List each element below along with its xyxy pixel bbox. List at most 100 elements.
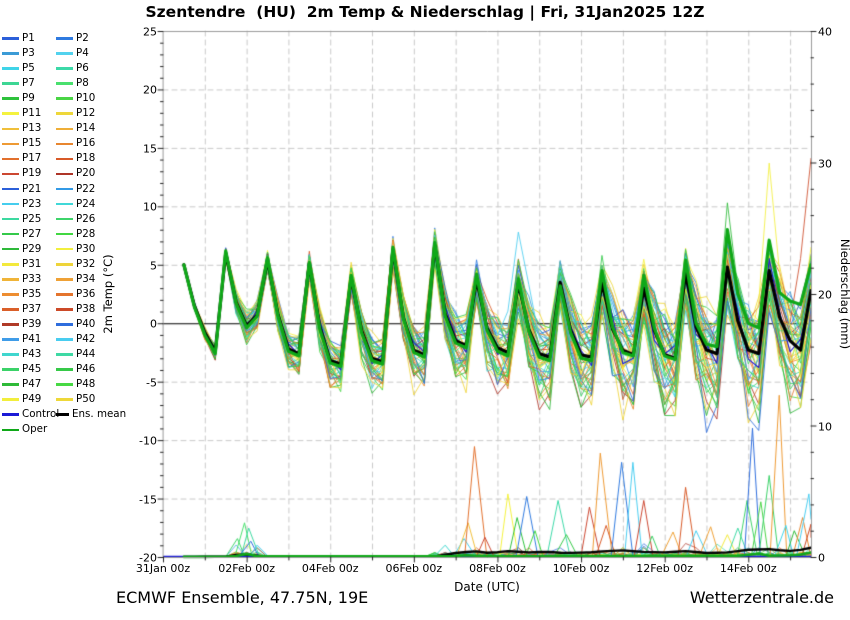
legend-swatch-icon: [2, 157, 19, 161]
legend-swatch-icon: [2, 142, 19, 146]
legend-item-p36: P36: [56, 287, 95, 302]
legend-swatch-icon: [56, 293, 73, 296]
legend-label: P31: [22, 257, 42, 270]
legend-swatch-icon: [56, 308, 73, 311]
legend-label: P17: [22, 152, 42, 165]
legend-item-p1: P1: [2, 31, 35, 46]
legend-label: P28: [76, 227, 96, 240]
legend-label: P40: [76, 317, 96, 330]
legend-item-p37: P37: [2, 302, 41, 317]
legend-swatch-icon: [2, 82, 19, 85]
legend-swatch-icon: [56, 67, 73, 70]
legend-item-p28: P28: [56, 227, 95, 242]
legend-swatch-icon: [2, 127, 19, 131]
legend-label: P33: [22, 272, 42, 285]
legend-label: P39: [22, 317, 42, 330]
x-tick-14Feb-00z: 14Feb 00z: [719, 562, 777, 575]
y-right-tick-10: 10: [818, 420, 832, 433]
legend-label: P43: [22, 348, 42, 361]
legend-item-p27: P27: [2, 227, 41, 242]
y-left-tick--15: -15: [139, 493, 157, 507]
legend-swatch-icon: [56, 262, 73, 266]
y-left-tick-20: 20: [143, 83, 157, 97]
legend-item-p25: P25: [2, 212, 41, 227]
x-tick-08Feb-00z: 08Feb 00z: [469, 562, 526, 575]
legend-label: P34: [76, 272, 96, 285]
legend-item-p8: P8: [56, 76, 89, 91]
legend-item-p46: P46: [56, 362, 95, 377]
y-left-tick--10: -10: [139, 434, 157, 448]
legend-item-p11: P11: [2, 106, 41, 121]
legend-label: P30: [76, 242, 96, 255]
y-right-tick-0: 0: [818, 551, 825, 565]
legend-swatch-icon: [56, 157, 73, 161]
legend-swatch-icon: [2, 67, 19, 70]
legend-item-p50: P50: [56, 392, 95, 407]
legend-label: P32: [76, 257, 96, 270]
legend-label: P46: [76, 363, 96, 376]
legend-label: P1: [22, 32, 35, 44]
legend-swatch-icon: [56, 398, 73, 401]
legend-item-p5: P5: [2, 61, 35, 76]
legend-item-p17: P17: [2, 151, 41, 166]
y-left-tick--5: -5: [146, 376, 157, 390]
legend-swatch-icon: [2, 308, 19, 311]
legend-swatch-icon: [2, 97, 19, 100]
legend-swatch-icon: [2, 428, 19, 432]
legend-swatch-icon: [56, 247, 73, 251]
legend-label: P20: [76, 167, 96, 180]
legend-label: P15: [22, 137, 42, 150]
legend-item-p3: P3: [2, 46, 35, 61]
legend-swatch-icon: [56, 232, 73, 236]
legend-item-p19: P19: [2, 166, 41, 181]
legend-swatch-icon: [2, 368, 19, 371]
legend-swatch-icon: [56, 353, 73, 356]
legend-swatch-icon: [2, 398, 19, 401]
legend-swatch-icon: [2, 262, 19, 266]
legend-swatch-icon: [2, 172, 19, 176]
legend-label: P13: [22, 122, 42, 135]
legend-label: P23: [22, 197, 42, 210]
legend-label: P19: [22, 167, 42, 180]
legend-swatch-icon: [2, 247, 19, 251]
legend-label: P25: [22, 212, 42, 225]
legend-label: P44: [76, 348, 96, 361]
y-left-tick-10: 10: [143, 200, 157, 214]
legend-swatch-icon: [56, 368, 73, 371]
y-right-tick-40: 40: [818, 25, 832, 39]
legend-label: P12: [76, 107, 96, 120]
legend-item-p29: P29: [2, 242, 41, 257]
legend-label: P29: [22, 242, 42, 255]
footer-model-info: ECMWF Ensemble, 47.75N, 19E: [116, 588, 369, 607]
y-right-tick-30: 30: [818, 157, 832, 170]
legend-item-p39: P39: [2, 317, 41, 332]
legend-label: P21: [22, 182, 42, 195]
x-tick-06Feb-00z: 06Feb 00z: [385, 562, 443, 575]
legend-item-p47: P47: [2, 377, 41, 392]
legend-item-p43: P43: [2, 347, 41, 362]
legend-label: P50: [76, 393, 96, 406]
legend-swatch-icon: [56, 217, 73, 221]
legend-label: P18: [76, 152, 96, 165]
legend-swatch-icon: [56, 97, 73, 100]
legend-swatch-icon: [2, 353, 19, 356]
legend-item-p16: P16: [56, 136, 95, 151]
legend-swatch-icon: [2, 323, 19, 326]
legend-item-p40: P40: [56, 317, 95, 332]
legend-swatch-icon: [56, 127, 73, 131]
legend-label: P9: [22, 92, 35, 105]
legend-label: P16: [76, 137, 96, 150]
legend-item-p49: P49: [2, 392, 41, 407]
legend-item-p45: P45: [2, 362, 41, 377]
legend-item-p30: P30: [56, 242, 95, 257]
legend-swatch-icon: [2, 52, 19, 55]
legend-label: P10: [76, 92, 96, 105]
legend-swatch-icon: [56, 37, 73, 40]
legend-swatch-icon: [2, 293, 19, 296]
legend-swatch-icon: [2, 278, 19, 281]
legend-label: Oper: [22, 423, 48, 436]
legend-swatch-icon: [56, 383, 73, 386]
legend-swatch-icon: [56, 413, 69, 417]
legend-label: P36: [76, 287, 96, 300]
legend-label: P45: [22, 363, 42, 376]
